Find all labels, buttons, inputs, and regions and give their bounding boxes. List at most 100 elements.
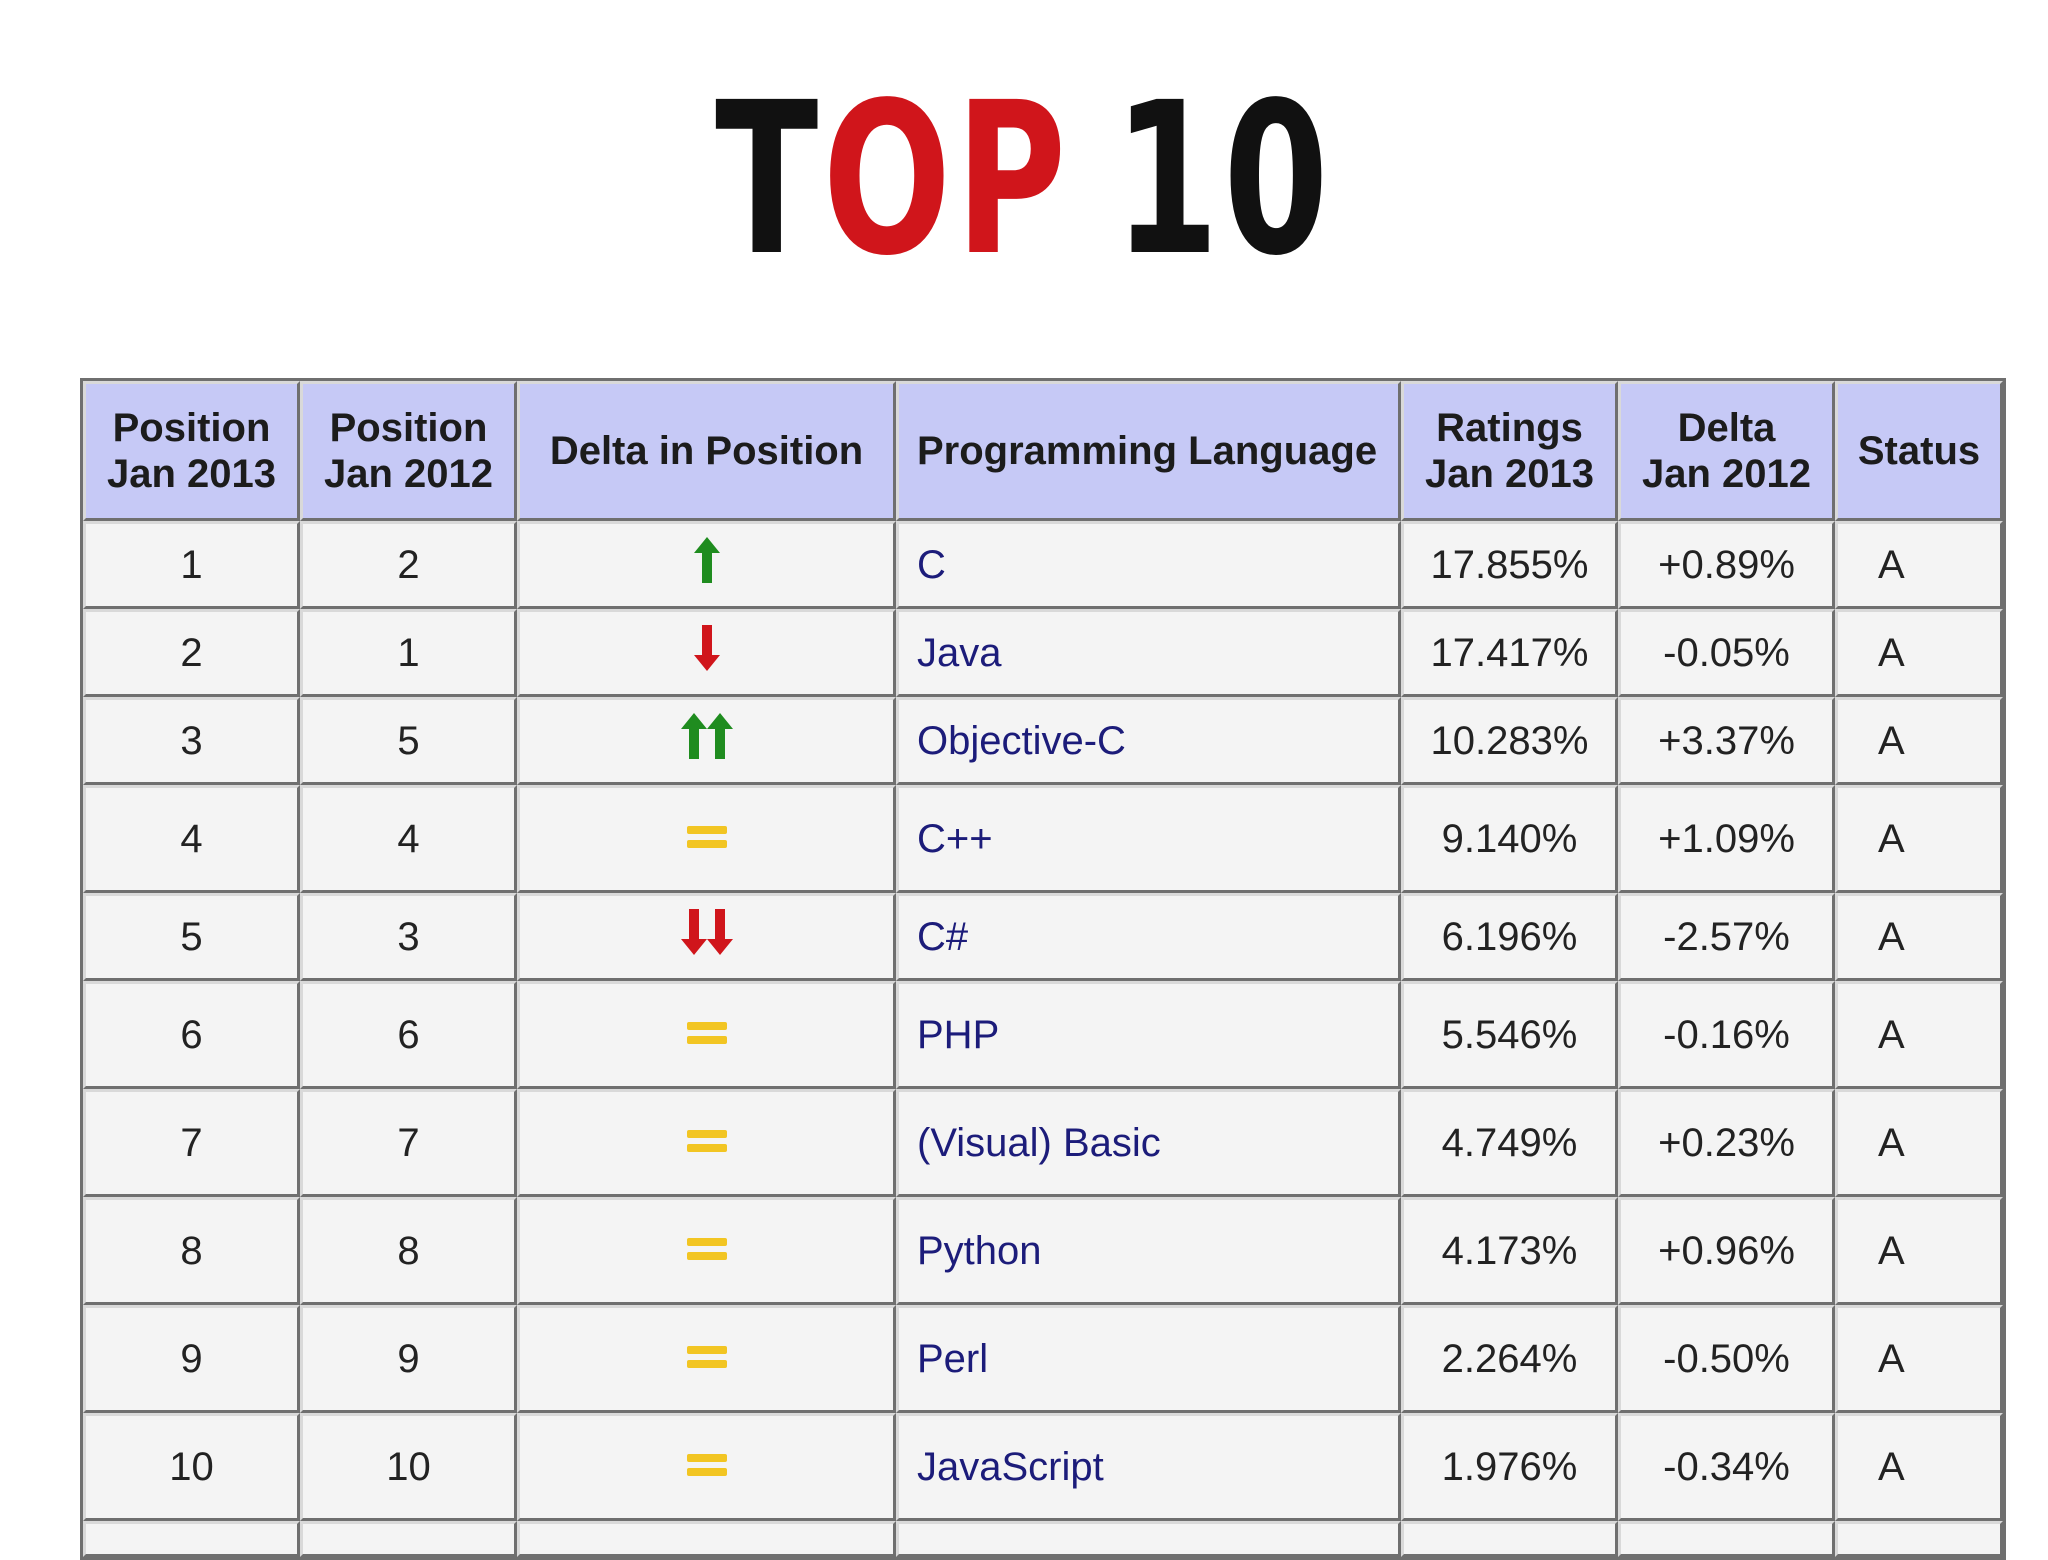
table-row: 8 8 Python 4.173% +0.96% A — [83, 1197, 2003, 1305]
header-status: Status — [1835, 381, 2003, 521]
cell-language-link[interactable]: JavaScript — [896, 1413, 1401, 1521]
table-row: 4 4 C++ 9.140% +1.09% A — [83, 785, 2003, 893]
cell-position-2012: 10 — [300, 1413, 517, 1521]
header-position-2012-line1: Position — [329, 406, 488, 450]
cell-delta-position — [517, 1197, 896, 1305]
header-position-2012-line2: Jan 2012 — [323, 452, 494, 496]
header-delta-line1: Delta — [1677, 406, 1776, 450]
cell-delta-position — [517, 1413, 896, 1521]
header-ratings-line2: Jan 2013 — [1424, 452, 1595, 496]
cell-rating: 17.855% — [1401, 521, 1618, 609]
ranking-table: Position Jan 2013 Position Jan 2012 Delt… — [80, 378, 2006, 1560]
cell-delta: -0.34% — [1618, 1413, 1835, 1521]
table-row: 5 3 C# 6.196% -2.57% A — [83, 893, 2003, 981]
header-position-2013-line1: Position — [112, 406, 271, 450]
cell-position-2012: 9 — [300, 1305, 517, 1413]
header-language: Programming Language — [896, 381, 1401, 521]
cell-status: A — [1835, 521, 2003, 609]
cell-status: A — [1835, 1413, 2003, 1521]
header-position-2013: Position Jan 2013 — [83, 381, 300, 521]
cell-delta: +0.96% — [1618, 1197, 1835, 1305]
equal-icon — [686, 1337, 727, 1382]
cell-language-link[interactable]: C — [896, 521, 1401, 609]
cell-rating: 6.196% — [1401, 893, 1618, 981]
cell-rating: 17.417% — [1401, 609, 1618, 697]
cell-rating: 2.264% — [1401, 1305, 1618, 1413]
arrow-down-icon — [693, 625, 720, 681]
table-header-row: Position Jan 2013 Position Jan 2012 Delt… — [83, 381, 2003, 521]
header-ratings: Ratings Jan 2013 — [1401, 381, 1618, 521]
cell-delta-position — [517, 1305, 896, 1413]
header-delta-line2: Jan 2012 — [1641, 452, 1812, 496]
cell-status: A — [1835, 785, 2003, 893]
cell-language-link[interactable]: Objective-C — [896, 697, 1401, 785]
cell-position-2012: 5 — [300, 697, 517, 785]
table-row: 7 7 (Visual) Basic 4.749% +0.23% A — [83, 1089, 2003, 1197]
cell-position-2012: 2 — [300, 521, 517, 609]
cell-delta: +1.09% — [1618, 785, 1835, 893]
cell-status: A — [1835, 981, 2003, 1089]
cell-rating: 10.283% — [1401, 697, 1618, 785]
cell-rating: 4.749% — [1401, 1089, 1618, 1197]
cell-language-link[interactable]: Python — [896, 1197, 1401, 1305]
cell-delta-position — [517, 609, 896, 697]
cell-delta: +0.89% — [1618, 521, 1835, 609]
cell-position-2012: 1 — [300, 609, 517, 697]
cell-delta-position — [517, 697, 896, 785]
cell-delta: -0.05% — [1618, 609, 1835, 697]
double-arrow-up-icon — [680, 713, 733, 769]
cell-position-2013: 3 — [83, 697, 300, 785]
cell-language-link[interactable]: Java — [896, 609, 1401, 697]
cell-delta-position — [517, 1089, 896, 1197]
cell-language-link[interactable]: C# — [896, 893, 1401, 981]
equal-icon — [686, 817, 727, 862]
cell-language-link[interactable]: C++ — [896, 785, 1401, 893]
cell-delta-position — [517, 981, 896, 1089]
cell-position-2013: 1 — [83, 521, 300, 609]
header-ratings-line1: Ratings — [1436, 406, 1583, 450]
table-row: 6 6 PHP 5.546% -0.16% A — [83, 981, 2003, 1089]
cell-position-2012: 3 — [300, 893, 517, 981]
cell-rating: 5.546% — [1401, 981, 1618, 1089]
cell-status: A — [1835, 697, 2003, 785]
table-row: 9 9 Perl 2.264% -0.50% A — [83, 1305, 2003, 1413]
cell-position-2012: 7 — [300, 1089, 517, 1197]
table-row: 2 1 Java 17.417% -0.05% A — [83, 609, 2003, 697]
double-arrow-down-icon — [680, 909, 733, 965]
cell-rating: 9.140% — [1401, 785, 1618, 893]
title-part-op: OP — [822, 57, 1071, 302]
cell-language-link[interactable]: PHP — [896, 981, 1401, 1089]
title-part-t: T — [715, 57, 823, 302]
title-part-10: 10 — [1113, 57, 1333, 302]
cell-delta: +3.37% — [1618, 697, 1835, 785]
cell-delta: -0.16% — [1618, 981, 1835, 1089]
cell-position-2013: 4 — [83, 785, 300, 893]
cell-rating: 1.976% — [1401, 1413, 1618, 1521]
header-position-2013-line2: Jan 2013 — [106, 452, 277, 496]
cell-language-link[interactable]: (Visual) Basic — [896, 1089, 1401, 1197]
header-delta: Delta Jan 2012 — [1618, 381, 1835, 521]
cell-language-link[interactable]: Perl — [896, 1305, 1401, 1413]
table-row: 10 10 JavaScript 1.976% -0.34% A — [83, 1413, 2003, 1521]
equal-icon — [686, 1229, 727, 1274]
cell-delta-position — [517, 893, 896, 981]
equal-icon — [686, 1013, 727, 1058]
arrow-up-icon — [693, 537, 720, 593]
cell-position-2013: 9 — [83, 1305, 300, 1413]
cell-rating: 4.173% — [1401, 1197, 1618, 1305]
header-delta-position: Delta in Position — [517, 381, 896, 521]
cell-status: A — [1835, 1197, 2003, 1305]
cell-delta-position — [517, 521, 896, 609]
cell-position-2013: 6 — [83, 981, 300, 1089]
cell-position-2013: 10 — [83, 1413, 300, 1521]
cell-position-2012: 8 — [300, 1197, 517, 1305]
page-title: TOP 10 — [287, 70, 1762, 290]
cell-delta: +0.23% — [1618, 1089, 1835, 1197]
cell-status: A — [1835, 1305, 2003, 1413]
equal-icon — [686, 1121, 727, 1166]
equal-icon — [686, 1445, 727, 1490]
cell-position-2012: 4 — [300, 785, 517, 893]
cell-delta: -0.50% — [1618, 1305, 1835, 1413]
cell-delta-position — [517, 785, 896, 893]
table-row-partial — [83, 1521, 2003, 1557]
